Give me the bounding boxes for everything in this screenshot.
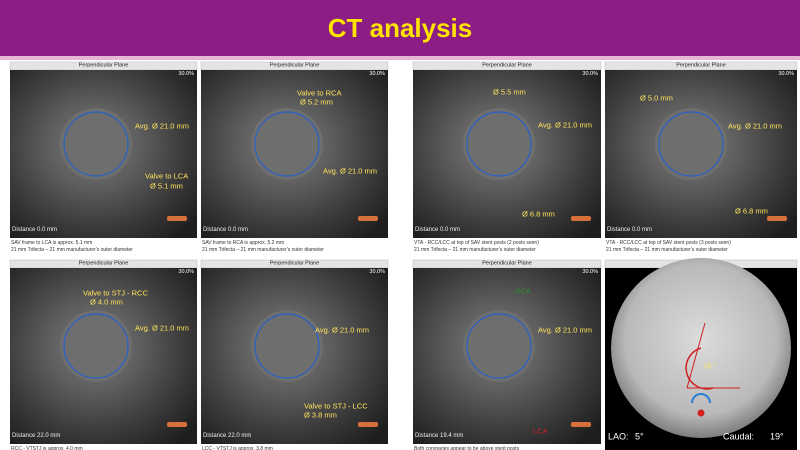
caption: RCC - VTSTJ is approx. 4.0 mm — [11, 446, 83, 450]
annotation: 78 ° — [703, 362, 716, 371]
annotation: Caudal: — [723, 431, 754, 441]
panel-header: Perpendicular Plane — [270, 63, 320, 69]
caption: Both coronaries appear to be above stent… — [414, 446, 520, 450]
annotation: LCA — [533, 427, 548, 436]
annotation: LAO: — [608, 431, 629, 441]
zoom-label: 30.0% — [778, 71, 794, 77]
valve-ring — [63, 313, 129, 379]
annotation: Valve to STJ - LCC — [304, 402, 368, 411]
panel-header: Perpendicular Plane — [79, 63, 129, 69]
aortic-root — [463, 108, 535, 180]
angle-line — [686, 322, 706, 389]
valve-ring — [466, 111, 532, 177]
title-bar — [0, 0, 800, 56]
zoom-label: 30.0% — [369, 71, 385, 77]
valve-ring — [63, 111, 129, 177]
distance-label: Distance 22.0 mm — [203, 433, 251, 439]
divider — [0, 56, 800, 60]
table-icon — [167, 422, 187, 427]
aortic-root — [655, 108, 727, 180]
aortic-root — [251, 310, 323, 382]
annotation: Avg. Ø 21.0 mm — [538, 121, 592, 130]
zoom-label: 30.0% — [582, 269, 598, 275]
caption: VTA - RCC/LCC at top of SAV stent posts … — [606, 240, 731, 246]
annotation: Avg. Ø 21.0 mm — [728, 122, 782, 131]
distance-label: Distance 0.0 mm — [607, 227, 652, 233]
caption: 21 mm Trifecta – 21 mm manufacturer's ou… — [414, 247, 536, 253]
distance-label: Distance 22.0 mm — [12, 433, 60, 439]
table-icon — [358, 216, 378, 221]
caption: SAV frame to RCA is approx. 5.2 mm — [202, 240, 284, 246]
aortic-root — [463, 310, 535, 382]
valve-ring — [254, 111, 320, 177]
annotation: Ø 5.0 mm — [640, 94, 673, 103]
panel-header: Perpendicular Plane — [270, 261, 320, 267]
table-icon — [767, 216, 787, 221]
annotation: 19° — [770, 431, 784, 441]
caption: SAV frame to LCA is approx. 5.1 mm — [11, 240, 92, 246]
zoom-label: 30.0% — [582, 71, 598, 77]
caption: 21 mm Trifecta – 21 mm manufacturer's ou… — [606, 247, 728, 253]
orientation-dot — [697, 409, 705, 417]
panel-header: Perpendicular Plane — [676, 63, 726, 69]
valve-ring — [466, 313, 532, 379]
annotation: Avg. Ø 21.0 mm — [315, 326, 369, 335]
panel-header: Perpendicular Plane — [482, 63, 532, 69]
annotation: Avg. Ø 21.0 mm — [323, 167, 377, 176]
valve-ring — [658, 111, 724, 177]
table-icon — [167, 216, 187, 221]
aortic-root — [251, 108, 323, 180]
annotation: Avg. Ø 21.0 mm — [135, 324, 189, 333]
caption: 21 mm Trifecta – 21 mm manufacturer's ou… — [202, 247, 324, 253]
panel-header: Perpendicular Plane — [482, 261, 532, 267]
aortic-root — [60, 108, 132, 180]
table-icon — [571, 216, 591, 221]
annotation: Avg. Ø 21.0 mm — [538, 326, 592, 335]
annotation: Ø 6.8 mm — [522, 210, 555, 219]
annotation: Avg. Ø 21.0 mm — [135, 122, 189, 131]
orientation-arc — [691, 393, 711, 404]
panel-header: Perpendicular Plane — [79, 261, 129, 267]
annotation: Ø 5.5 mm — [493, 88, 526, 97]
angle-arc — [685, 347, 714, 390]
annotation: Ø 4.0 mm — [90, 298, 123, 307]
table-icon — [571, 422, 591, 427]
distance-label: Distance 19.4 mm — [415, 433, 463, 439]
annotation: Valve to LCA — [145, 172, 188, 181]
slide-title: CT analysis — [327, 13, 473, 43]
annotation: 5° — [635, 431, 644, 441]
annotation: Valve to STJ - RCC — [83, 289, 148, 298]
valve-ring — [254, 313, 320, 379]
distance-label: Distance 0.0 mm — [203, 227, 248, 233]
table-icon — [358, 422, 378, 427]
distance-label: Distance 0.0 mm — [12, 227, 57, 233]
annotation: Ø 5.1 mm — [150, 182, 183, 191]
zoom-label: 30.0% — [178, 71, 194, 77]
caption: LCC - VTSTJ is approx. 3.8 mm — [202, 446, 273, 450]
annotation: Valve to RCA — [297, 89, 341, 98]
zoom-label: 30.0% — [178, 269, 194, 275]
caption: VTA - RCC/LCC at top of SAV stent posts … — [414, 240, 539, 246]
annotation: Ø 6.8 mm — [735, 207, 768, 216]
annotation: Ø 3.8 mm — [304, 411, 337, 420]
caption: 21 mm Trifecta – 21 mm manufacturer's ou… — [11, 247, 133, 253]
annotation: RCA — [515, 287, 531, 296]
aortic-root — [60, 310, 132, 382]
zoom-label: 30.0% — [369, 269, 385, 275]
distance-label: Distance 0.0 mm — [415, 227, 460, 233]
annotation: Ø 5.2 mm — [300, 98, 333, 107]
